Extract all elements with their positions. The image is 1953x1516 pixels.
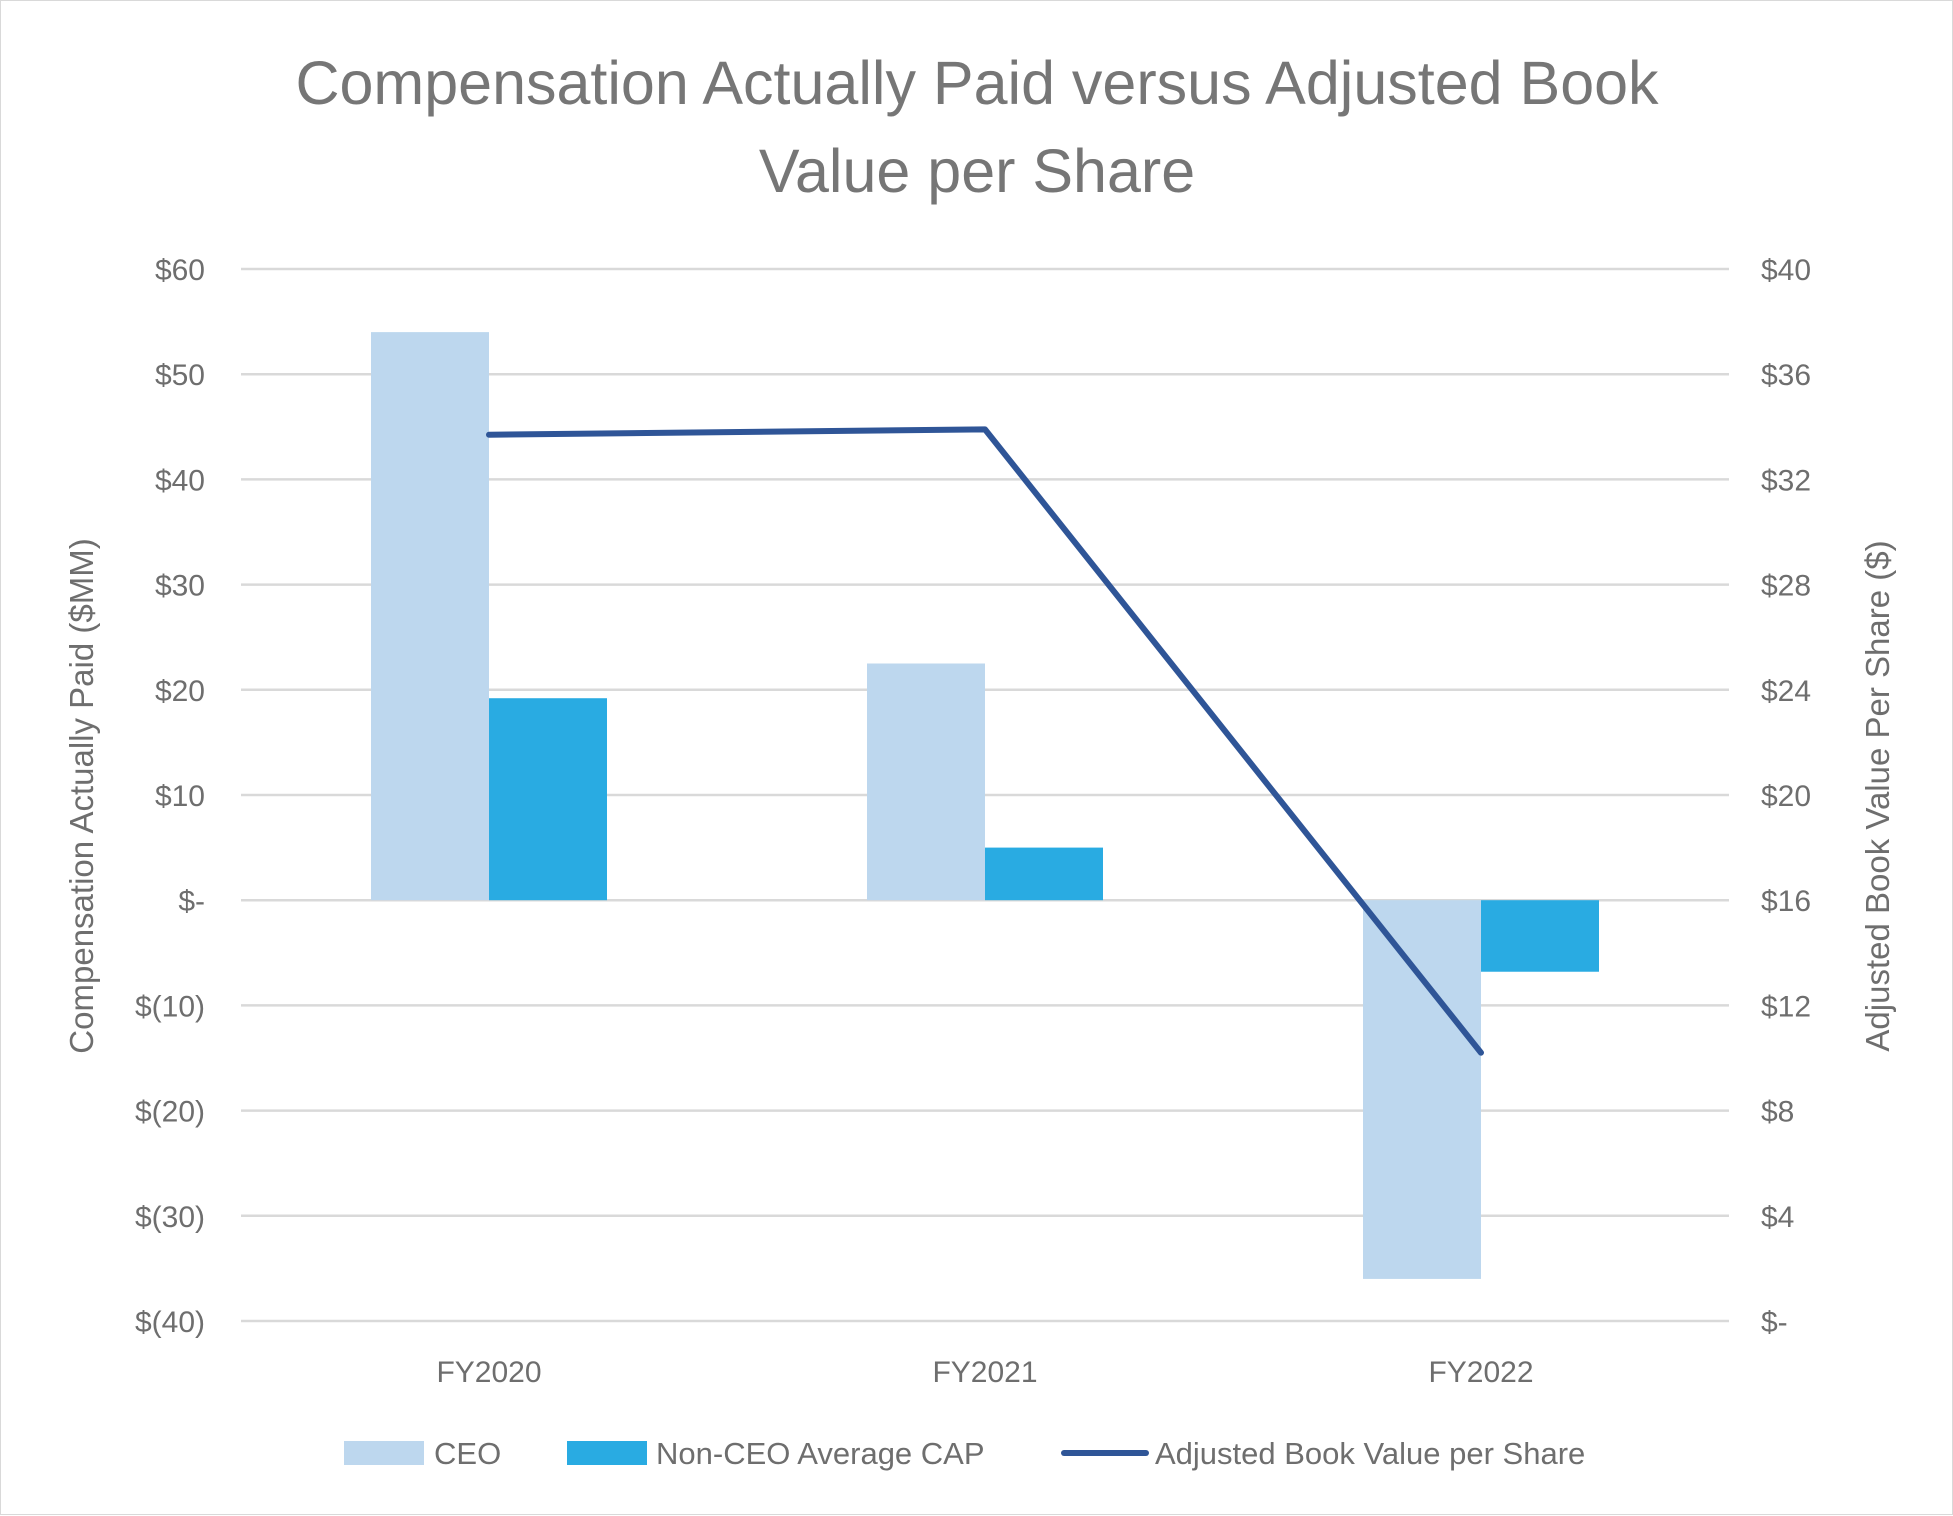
legend: CEO Non-CEO Average CAP Adjusted Book Valu… [344,1436,1585,1471]
y2-tick-label: $16 [1761,885,1811,918]
y-tick-label: $30 [155,570,205,603]
line-series [486,426,1484,1056]
bar-ceo-fy2022 [1363,900,1481,1279]
x-tick-label: FY2020 [436,1356,541,1389]
y-tick-label: $(10) [135,990,205,1023]
y2-tick-label: $32 [1761,464,1811,497]
y-tick-label: $(40) [135,1306,205,1339]
bar-non-ceo-average-cap-fy2021 [985,847,1103,901]
y2-tick-label: $36 [1761,359,1811,392]
y2-tick-label: $8 [1761,1096,1794,1129]
y-tick-label: $40 [155,464,205,497]
right-axis-title: Adjusted Book Value Per Share ($) [1859,540,1896,1051]
chart-title-line-1: Compensation Actually Paid versus Adjust… [295,49,1659,117]
left-axis-title: Compensation Actually Paid ($MM) [63,538,100,1053]
y-tick-label: $(20) [135,1096,205,1129]
bar-non-ceo-average-cap-fy2022 [1481,900,1599,972]
x-axis-ticks: FY2020 FY2021 FY2022 [436,1356,1533,1389]
right-axis-ticks: $40 $36 $32 $28 $24 $20 $16 $12 $8 $4 $- [1761,254,1811,1339]
legend-swatch-ceo [344,1441,424,1465]
y-tick-label: $- [178,885,205,918]
y2-tick-label: $- [1761,1306,1788,1339]
x-tick-label: FY2021 [932,1356,1037,1389]
left-axis-ticks: $60 $50 $40 $30 $20 $10 $- $(10) $(20) $(30) $(40) [135,254,205,1339]
y2-tick-label: $12 [1761,990,1811,1023]
bar-non-ceo-average-cap-fy2020 [489,698,607,901]
bar-series [371,332,1599,1279]
legend-label-non-ceo-average-cap: Non-CEO Average CAP [656,1436,985,1471]
y2-tick-label: $24 [1761,675,1811,708]
y2-tick-label: $20 [1761,780,1811,813]
x-tick-label: FY2022 [1428,1356,1533,1389]
y2-tick-label: $28 [1761,570,1811,603]
y2-tick-label: $4 [1761,1201,1794,1234]
y-tick-label: $50 [155,359,205,392]
legend-label-adjusted-book-value-per-share: Adjusted Book Value per Share [1155,1436,1585,1471]
chart-title-line-2: Value per Share [759,137,1195,205]
y-tick-label: $20 [155,675,205,708]
y-tick-label: $10 [155,780,205,813]
chart-title: Compensation Actually Paid versus Adjust… [295,49,1659,205]
bar-ceo-fy2021 [867,663,985,901]
y2-tick-label: $40 [1761,254,1811,287]
y-tick-label: $(30) [135,1201,205,1234]
legend-swatch-non-ceo-average-cap [567,1441,647,1465]
line-adjusted-book-value-per-share [486,426,1484,1056]
legend-label-ceo: CEO [434,1436,501,1471]
y-tick-label: $60 [155,254,205,287]
bar-ceo-fy2020 [371,332,489,901]
